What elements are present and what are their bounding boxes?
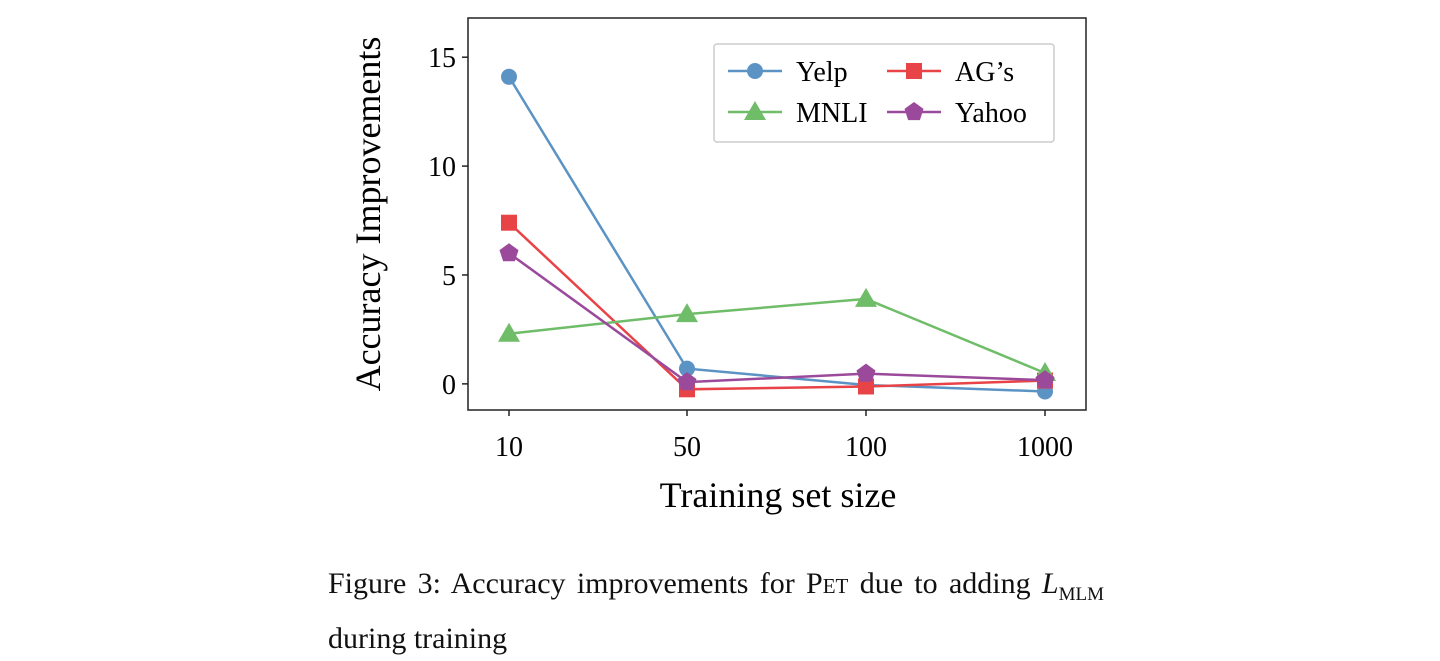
legend-marker-yelp xyxy=(747,63,763,79)
caption-prefix: Figure 3: Accuracy improvements for xyxy=(328,567,807,600)
data-point-ags xyxy=(858,378,874,395)
series-line-ags xyxy=(508,221,1046,391)
data-point-mnli xyxy=(855,287,877,307)
series-line-yahoo xyxy=(508,252,1046,384)
caption-l: L xyxy=(1041,567,1059,600)
data-point-yelp xyxy=(501,68,517,85)
data-point-yelp xyxy=(679,360,695,377)
x-tick-label: 100 xyxy=(845,432,887,463)
y-axis-label: Accuracy Improvements xyxy=(348,37,388,392)
data-point-mnli xyxy=(676,303,698,323)
data-point-yahoo xyxy=(856,363,876,382)
data-point-ags xyxy=(501,214,517,231)
y-tick-label: 10 xyxy=(428,152,456,183)
line-chart: 0 5 10 15 10 50 100 1000 Yelp AG’s MNLI Yahoo Trai… xyxy=(348,17,1087,515)
legend-box xyxy=(713,43,1055,143)
caption-pet: Pet xyxy=(806,567,849,600)
data-point-yahoo xyxy=(1035,370,1055,389)
x-tick-label: 50 xyxy=(673,432,701,463)
legend-label-ags: AG’s xyxy=(955,57,1014,88)
x-tick-label: 1000 xyxy=(1017,432,1073,463)
legend-label-mnli: MNLI xyxy=(796,98,868,129)
legend-marker-mnli xyxy=(744,101,766,120)
x-tick-label: 10 xyxy=(495,432,523,463)
legend-marker-yahoo xyxy=(904,102,924,121)
series-line-mnli xyxy=(508,297,1046,375)
caption-middle: due to adding xyxy=(848,567,1042,600)
caption-sub: MLM xyxy=(1058,584,1104,605)
legend-marker-ags xyxy=(906,63,922,79)
y-tick-label: 15 xyxy=(428,43,456,74)
legend-label-yelp: Yelp xyxy=(796,57,848,88)
data-point-mnli xyxy=(498,322,520,342)
data-point-yahoo xyxy=(499,243,519,262)
figure-caption: Figure 3: Accuracy improvements for Pet … xyxy=(328,562,1104,661)
data-point-yahoo xyxy=(677,372,697,391)
caption-suffix: during training xyxy=(328,622,508,655)
series-mnli xyxy=(498,287,1056,381)
legend-label-yahoo: Yahoo xyxy=(955,98,1027,129)
series-yahoo xyxy=(499,243,1055,391)
x-axis-label: Training set size xyxy=(660,475,897,515)
plot-frame xyxy=(467,17,1087,411)
y-tick-label: 0 xyxy=(442,370,456,401)
y-tick-label: 5 xyxy=(442,261,456,292)
